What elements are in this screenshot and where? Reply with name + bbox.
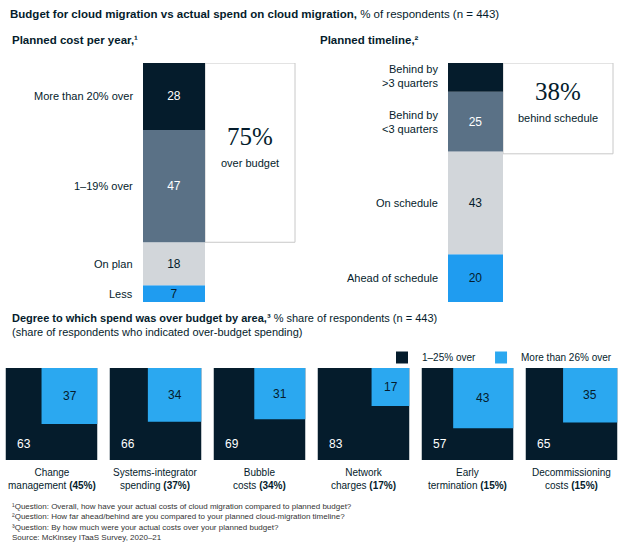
svg-text:7: 7 [171,287,178,301]
svg-text:Planned timeline,²: Planned timeline,² [320,34,419,46]
svg-text:Ahead of schedule: Ahead of schedule [347,272,438,284]
svg-text:37: 37 [63,389,77,403]
svg-text:43: 43 [469,196,483,210]
svg-text:More than 20% over: More than 20% over [34,90,133,102]
svg-text:69: 69 [225,437,239,451]
svg-text:35: 35 [583,388,597,402]
svg-text:Earlytermination (15%): Earlytermination (15%) [428,467,507,491]
svg-text:43: 43 [476,391,490,405]
svg-text:On schedule: On schedule [376,197,438,209]
svg-text:Budget for cloud migration vs: Budget for cloud migration vs actual spe… [10,8,499,20]
svg-text:18: 18 [167,257,181,271]
svg-text:Bubblecosts (34%): Bubblecosts (34%) [233,467,286,491]
svg-text:1–19% over: 1–19% over [74,180,133,192]
svg-text:66: 66 [121,437,135,451]
svg-text:1–25% over: 1–25% over [422,352,476,363]
svg-text:Planned cost per year,¹: Planned cost per year,¹ [12,34,138,46]
svg-text:Decommissioningcosts (15%): Decommissioningcosts (15%) [532,467,611,491]
svg-text:Systems-integratorspending (37: Systems-integratorspending (37%) [113,467,198,491]
svg-text:83: 83 [329,437,343,451]
svg-text:over budget: over budget [221,157,279,169]
svg-text:20: 20 [469,271,483,285]
svg-text:57: 57 [433,437,447,451]
svg-text:Behind by<3 quarters: Behind by<3 quarters [382,109,438,135]
svg-text:Networkcharges (17%): Networkcharges (17%) [331,467,396,491]
svg-text:¹Question: Overall, how have y: ¹Question: Overall, how have your actual… [12,502,352,542]
svg-text:63: 63 [17,437,31,451]
svg-text:More than 26% over: More than 26% over [521,352,612,363]
svg-text:28: 28 [167,89,181,103]
svg-text:Less: Less [109,288,133,300]
svg-text:Degree to which spend was over: Degree to which spend was over budget by… [12,312,437,338]
svg-text:75%: 75% [227,123,273,150]
svg-text:38%: 38% [535,78,581,105]
svg-text:behind schedule: behind schedule [518,112,598,124]
svg-text:Behind by>3 quarters: Behind by>3 quarters [382,63,438,89]
svg-text:25: 25 [469,115,483,129]
svg-text:31: 31 [273,387,287,401]
svg-text:17: 17 [384,380,398,394]
svg-text:34: 34 [168,388,182,402]
svg-text:Changemanagement (45%): Changemanagement (45%) [8,467,96,491]
svg-text:65: 65 [537,437,551,451]
svg-text:47: 47 [167,179,181,193]
svg-text:On plan: On plan [94,258,133,270]
